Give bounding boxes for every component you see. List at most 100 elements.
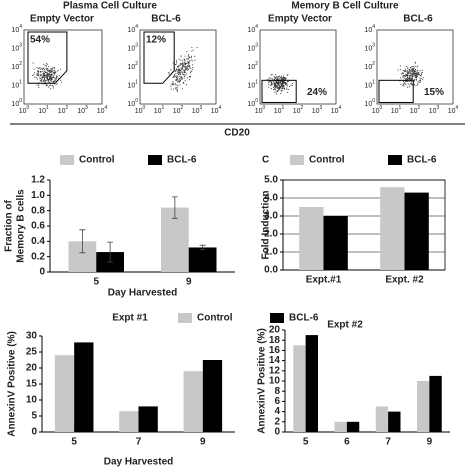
y-tick-label: 14 bbox=[269, 355, 281, 366]
event-dot bbox=[46, 84, 48, 86]
event-dot bbox=[50, 80, 52, 82]
event-dot bbox=[415, 74, 417, 76]
event-dot bbox=[188, 54, 190, 56]
x-tick-label: 5 bbox=[71, 437, 77, 448]
event-dot bbox=[37, 70, 39, 73]
event-dot bbox=[172, 82, 174, 84]
event-dot bbox=[413, 79, 415, 81]
event-dot bbox=[182, 61, 184, 63]
legend-swatch bbox=[60, 155, 74, 165]
tick-base: 10 bbox=[331, 108, 339, 115]
bar bbox=[404, 192, 429, 270]
panel-subtitle: BCL-6 bbox=[151, 14, 181, 25]
x-tick-label: 7 bbox=[136, 437, 142, 448]
event-dot bbox=[190, 67, 192, 69]
culture-title: Plasma Cell Culture bbox=[63, 1, 157, 12]
plot-frame bbox=[376, 29, 454, 105]
event-dot bbox=[56, 77, 58, 79]
event-dot bbox=[277, 90, 279, 93]
event-dot bbox=[194, 55, 196, 57]
event-dot bbox=[419, 73, 421, 76]
tick-base: 10 bbox=[97, 108, 105, 115]
event-dot bbox=[190, 59, 192, 61]
event-dot bbox=[43, 79, 45, 82]
x-tick-label: 100 bbox=[19, 105, 30, 115]
bar bbox=[138, 406, 158, 432]
x-tick-label: 101 bbox=[274, 105, 285, 115]
event-dot bbox=[408, 80, 410, 82]
event-dot bbox=[43, 74, 45, 76]
gate-percent: 54% bbox=[30, 35, 50, 46]
x-tick-label: 104 bbox=[448, 105, 459, 115]
tick-base: 10 bbox=[77, 108, 85, 115]
tick-exponent: 2 bbox=[418, 105, 421, 111]
event-dot bbox=[407, 83, 409, 85]
tick-exponent: 2 bbox=[66, 105, 69, 111]
event-dot bbox=[187, 57, 189, 60]
event-dot bbox=[43, 67, 45, 69]
event-dot bbox=[46, 76, 48, 78]
event-dot bbox=[415, 73, 417, 75]
event-dot bbox=[194, 59, 196, 61]
event-dot bbox=[48, 69, 50, 71]
bar bbox=[388, 411, 401, 432]
event-dot bbox=[405, 70, 407, 72]
event-dot bbox=[53, 66, 55, 69]
y-tick-label: 6 bbox=[274, 396, 280, 407]
event-dot bbox=[54, 70, 56, 72]
event-dot bbox=[51, 75, 53, 77]
panel-subtitle: Empty Vector bbox=[30, 14, 94, 25]
tick-exponent: 3 bbox=[437, 105, 440, 111]
bar bbox=[323, 216, 348, 270]
event-dot bbox=[54, 73, 56, 75]
event-dot bbox=[268, 78, 270, 80]
event-dot bbox=[177, 87, 179, 89]
event-dot bbox=[186, 73, 188, 75]
event-dot bbox=[276, 76, 278, 78]
event-dot bbox=[183, 58, 185, 60]
event-dot bbox=[421, 69, 423, 71]
y-tick-label: 102 bbox=[11, 61, 22, 71]
bar bbox=[429, 375, 442, 432]
event-dot bbox=[181, 78, 183, 80]
event-dot bbox=[51, 67, 53, 69]
event-dot bbox=[419, 80, 421, 82]
event-dot bbox=[418, 74, 420, 76]
event-dot bbox=[50, 74, 52, 76]
event-dot bbox=[174, 83, 176, 85]
event-dot bbox=[281, 78, 283, 80]
tick-exponent: 2 bbox=[19, 61, 22, 67]
event-dot bbox=[419, 77, 421, 79]
event-dot bbox=[404, 76, 406, 78]
y-tick-label: 101 bbox=[364, 80, 375, 90]
event-dot bbox=[51, 77, 53, 79]
event-dot bbox=[182, 82, 184, 84]
event-dot bbox=[287, 88, 290, 91]
panel-subtitle: BCL-6 bbox=[403, 14, 433, 25]
event-dot bbox=[60, 68, 62, 70]
error-bar bbox=[171, 196, 178, 219]
event-dot bbox=[180, 80, 182, 82]
legend-swatch bbox=[388, 155, 402, 165]
y-tick-label: 12 bbox=[269, 365, 281, 376]
event-dot bbox=[402, 72, 404, 74]
event-dot bbox=[184, 69, 186, 71]
event-dot bbox=[191, 50, 193, 52]
event-dot bbox=[276, 82, 278, 84]
event-dot bbox=[172, 62, 174, 64]
event-dot bbox=[44, 80, 46, 82]
bar bbox=[305, 335, 318, 432]
event-dot bbox=[406, 74, 408, 76]
event-dot bbox=[283, 75, 285, 77]
event-dot bbox=[46, 71, 48, 74]
legend-label: BCL-6 bbox=[289, 313, 319, 324]
event-dot bbox=[408, 68, 410, 70]
event-dot bbox=[51, 71, 53, 73]
event-dot bbox=[416, 70, 419, 72]
event-dot bbox=[40, 73, 42, 76]
event-dot bbox=[417, 80, 419, 83]
event-dot bbox=[181, 64, 183, 66]
event-dot bbox=[175, 69, 177, 71]
event-dot bbox=[32, 74, 34, 76]
event-dot bbox=[42, 74, 44, 76]
